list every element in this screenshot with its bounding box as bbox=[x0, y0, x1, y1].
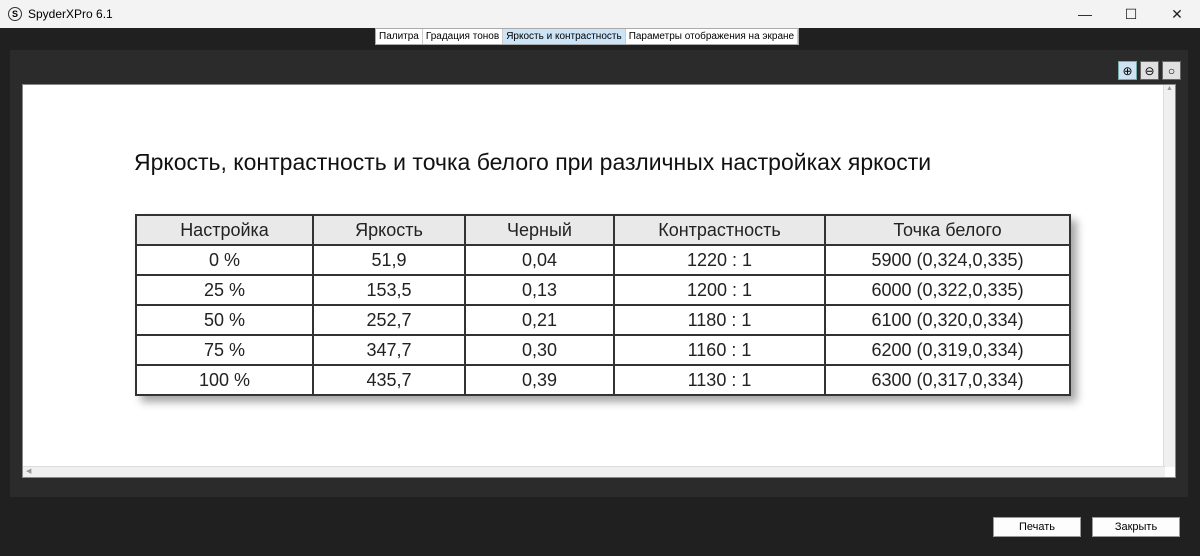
cell: 6200 (0,319,0,334) bbox=[824, 334, 1071, 366]
cell: 6000 (0,322,0,335) bbox=[824, 274, 1071, 306]
table-row: 50 % 252,7 0,21 1180 : 1 6100 (0,320,0,334) bbox=[135, 304, 1071, 336]
horizontal-scrollbar[interactable]: ◀ bbox=[23, 466, 1165, 477]
table-row: 100 % 435,7 0,39 1130 : 1 6300 (0,317,0,334) bbox=[135, 364, 1071, 396]
close-button[interactable]: Закрыть bbox=[1092, 517, 1180, 537]
close-icon[interactable]: ✕ bbox=[1171, 5, 1183, 22]
table-row: 25 % 153,5 0,13 1200 : 1 6000 (0,322,0,335) bbox=[135, 274, 1071, 306]
col-header: Точка белого bbox=[824, 214, 1071, 246]
tab-palette[interactable]: Палитра bbox=[376, 29, 423, 44]
col-header: Яркость bbox=[312, 214, 466, 246]
cell: 5900 (0,324,0,335) bbox=[824, 244, 1071, 276]
tab-display-settings[interactable]: Параметры отображения на экране bbox=[626, 29, 799, 44]
cell: 1130 : 1 bbox=[613, 364, 826, 396]
table-header: Настройка Яркость Черный Контрастность Т… bbox=[135, 214, 1071, 246]
cell: 1180 : 1 bbox=[613, 304, 826, 336]
report-view: Яркость, контрастность и точка белого пр… bbox=[22, 84, 1176, 478]
cell: 1200 : 1 bbox=[613, 274, 826, 306]
cell: 0,30 bbox=[464, 334, 615, 366]
cell: 153,5 bbox=[312, 274, 466, 306]
cell: 435,7 bbox=[312, 364, 466, 396]
col-header: Черный bbox=[464, 214, 615, 246]
cell: 252,7 bbox=[312, 304, 466, 336]
vertical-scrollbar[interactable]: ▲ bbox=[1163, 85, 1175, 467]
cell: 0,21 bbox=[464, 304, 615, 336]
cell: 100 % bbox=[135, 364, 314, 396]
zoom-fit-icon[interactable]: ○ bbox=[1162, 61, 1181, 80]
table-row: 75 % 347,7 0,30 1160 : 1 6200 (0,319,0,334) bbox=[135, 334, 1071, 366]
report-title: Яркость, контрастность и точка белого пр… bbox=[134, 149, 932, 175]
cell: 6300 (0,317,0,334) bbox=[824, 364, 1071, 396]
minimize-icon[interactable]: — bbox=[1078, 6, 1092, 22]
cell: 347,7 bbox=[312, 334, 466, 366]
tab-brightness-contrast[interactable]: Яркость и контрастность bbox=[503, 29, 626, 44]
app-logo: S bbox=[8, 7, 22, 21]
cell: 0,04 bbox=[464, 244, 615, 276]
results-table: Настройка Яркость Черный Контрастность Т… bbox=[135, 214, 1071, 396]
cell: 50 % bbox=[135, 304, 314, 336]
maximize-icon[interactable]: ☐ bbox=[1124, 5, 1138, 22]
cell: 1160 : 1 bbox=[613, 334, 826, 366]
cell: 0,13 bbox=[464, 274, 615, 306]
table-row: 0 % 51,9 0,04 1220 : 1 5900 (0,324,0,335) bbox=[135, 244, 1071, 276]
tab-tone-gradation[interactable]: Градация тонов bbox=[423, 29, 504, 44]
zoom-in-icon[interactable]: ⊕ bbox=[1118, 61, 1137, 80]
title-bar: S SpyderXPro 6.1 — ☐ ✕ bbox=[0, 0, 1200, 28]
scroll-up-icon[interactable]: ▲ bbox=[1166, 85, 1173, 92]
col-header: Настройка bbox=[135, 214, 314, 246]
print-button[interactable]: Печать bbox=[993, 517, 1081, 537]
cell: 25 % bbox=[135, 274, 314, 306]
cell: 51,9 bbox=[312, 244, 466, 276]
window-title: SpyderXPro 6.1 bbox=[28, 7, 113, 21]
cell: 6100 (0,320,0,334) bbox=[824, 304, 1071, 336]
tab-bar: Палитра Градация тонов Яркость и контрас… bbox=[375, 28, 800, 45]
cell: 75 % bbox=[135, 334, 314, 366]
col-header: Контрастность bbox=[613, 214, 826, 246]
cell: 0,39 bbox=[464, 364, 615, 396]
zoom-out-icon[interactable]: ⊖ bbox=[1140, 61, 1159, 80]
cell: 0 % bbox=[135, 244, 314, 276]
scroll-left-icon[interactable]: ◀ bbox=[26, 468, 32, 475]
cell: 1220 : 1 bbox=[613, 244, 826, 276]
